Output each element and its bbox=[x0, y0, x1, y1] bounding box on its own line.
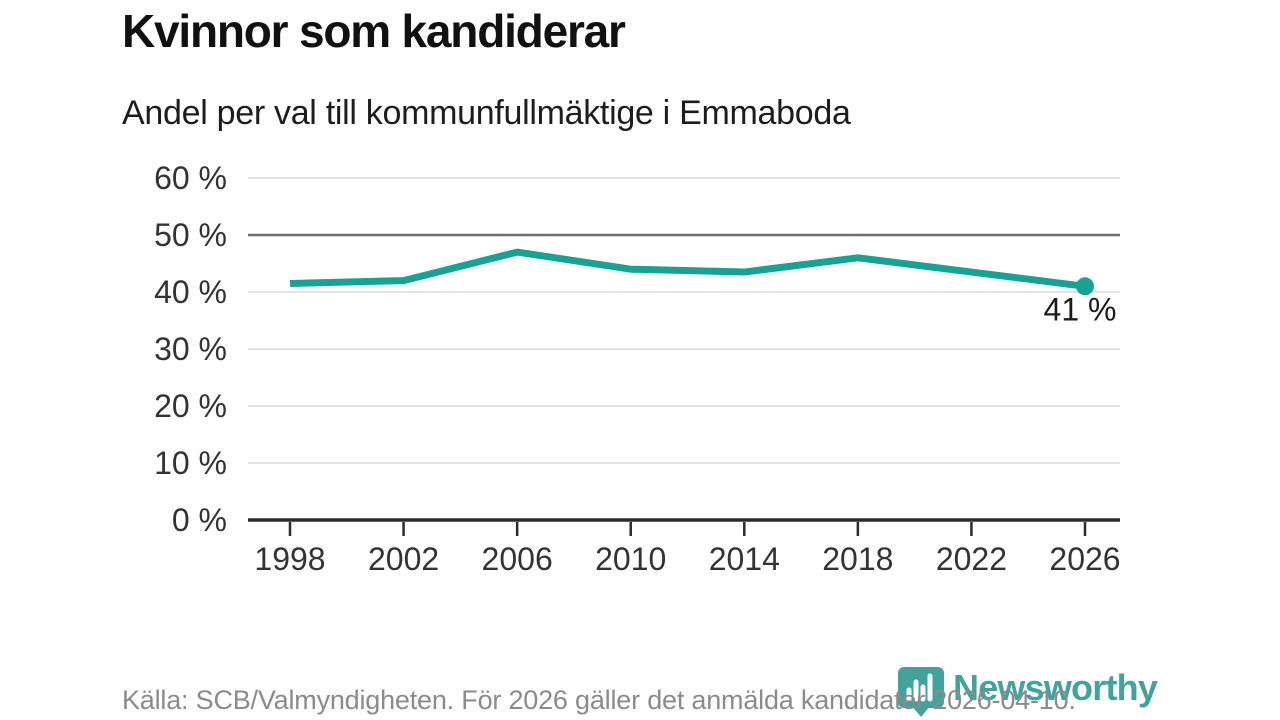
gridlines: 60 % 50 % 40 % 30 % 20 % 10 % 0 % bbox=[154, 160, 1120, 538]
x-tick-label: 2022 bbox=[936, 541, 1007, 577]
y-tick-label: 20 % bbox=[154, 388, 227, 424]
x-tick-label: 2014 bbox=[709, 541, 780, 577]
x-tick-label: 2006 bbox=[482, 541, 553, 577]
newsworthy-logo: Newsworthy bbox=[897, 666, 1158, 718]
x-tick-label: 2010 bbox=[595, 541, 666, 577]
source-note: Källa: SCB/Valmyndigheten. För 2026 gäll… bbox=[122, 685, 1076, 715]
chart-subtitle: Andel per val till kommunfullmäktige i E… bbox=[122, 94, 851, 132]
y-tick-label: 10 % bbox=[154, 445, 227, 481]
x-tick-label: 2018 bbox=[822, 541, 893, 577]
newsworthy-pin-icon bbox=[898, 667, 944, 717]
x-axis: 1998 2002 2006 2010 2014 2018 2022 2026 bbox=[254, 522, 1121, 577]
chart-title: Kvinnor som kandiderar bbox=[122, 5, 626, 57]
x-tick-label: 1998 bbox=[254, 541, 325, 577]
trend-line bbox=[289, 248, 1086, 290]
y-tick-label: 60 % bbox=[154, 160, 227, 196]
x-tick-label: 2026 bbox=[1049, 541, 1120, 577]
newsworthy-wordmark: Newsworthy bbox=[953, 667, 1158, 708]
y-tick-label: 40 % bbox=[154, 274, 227, 310]
data-series bbox=[289, 248, 1086, 290]
endpoint-value-label: 41 % bbox=[1044, 291, 1117, 327]
y-tick-label: 50 % bbox=[154, 217, 227, 253]
y-tick-label: 0 % bbox=[172, 502, 227, 538]
annotations: 41 % bbox=[1044, 277, 1117, 327]
endpoint-dot bbox=[1075, 277, 1094, 296]
y-tick-label: 30 % bbox=[154, 331, 227, 367]
x-tick-label: 2002 bbox=[368, 541, 439, 577]
